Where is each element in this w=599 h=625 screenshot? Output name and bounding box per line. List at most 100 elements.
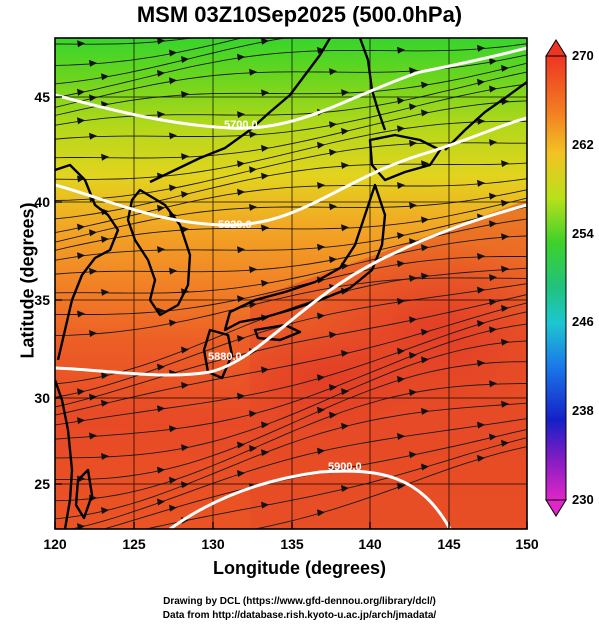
streamline-arrow [89, 132, 97, 140]
streamline-arrow [101, 535, 109, 542]
streamline-arrow [169, 77, 177, 85]
streamline-arrow [249, 166, 257, 174]
streamline-arrow [477, 359, 485, 367]
streamline-arrow [489, 192, 497, 200]
streamline-arrow [237, 188, 245, 196]
streamline-arrow [249, 266, 257, 274]
streamline-arrow [477, 252, 485, 260]
graticule [55, 38, 527, 529]
streamline-arrow [409, 67, 417, 75]
x-tick-label: 130 [201, 536, 225, 552]
streamline-arrow [157, 540, 165, 547]
streamline-arrow [421, 328, 429, 336]
streamline [55, 235, 527, 294]
streamline-arrow [421, 216, 429, 224]
plot-frame [54, 37, 528, 530]
streamline-arrow [261, 366, 269, 374]
streamline-arrow [477, 78, 485, 86]
streamline-arrow [317, 181, 325, 189]
streamline-arrow [157, 38, 165, 45]
streamline-arrow [477, 179, 485, 187]
streamline-arrow [101, 507, 109, 515]
streamline-arrow [489, 274, 497, 282]
y-tick-label: 30 [34, 390, 50, 406]
colorbar-tick-label: 238 [572, 403, 594, 418]
streamline-arrow [237, 26, 245, 33]
streamline-arrow [317, 46, 325, 54]
streamline-arrow [249, 68, 257, 76]
y-tick-label: 25 [34, 476, 50, 492]
streamline-arrow [477, 320, 485, 328]
streamline-arrow [77, 88, 85, 96]
streamline [69, 418, 527, 529]
streamline-arrow [181, 153, 189, 161]
streamline-arrow [89, 94, 97, 102]
streamline-arrow [329, 121, 337, 129]
contour-label: 5900.0 [328, 461, 362, 473]
streamline-arrow [501, 338, 509, 346]
contour-label: 5820.0 [218, 219, 252, 231]
streamline-arrow [341, 422, 349, 430]
streamline-arrow [77, 523, 85, 529]
streamline-arrow [421, 356, 429, 364]
streamline-arrow [501, 400, 509, 408]
streamline-arrow [477, 286, 485, 294]
streamline-arrow [101, 153, 109, 161]
streamline [55, 43, 527, 99]
streamline-arrow [477, 421, 485, 429]
streamline-arrow [249, 410, 257, 418]
streamline-arrow [157, 204, 165, 212]
streamline-arrow [77, 117, 85, 125]
streamline-arrow [101, 372, 109, 380]
streamline-arrow [77, 417, 85, 425]
streamline-arrow [89, 432, 97, 440]
streamline-arrow [261, 279, 269, 287]
contour-label: 5700.0 [224, 119, 258, 131]
streamline-arrow [249, 444, 257, 452]
streamline-arrow [489, 326, 497, 334]
streamline-arrow [501, 160, 509, 168]
contour-label: 5880.0 [208, 351, 242, 363]
x-tick-label: 135 [280, 536, 304, 552]
streamline-arrow [397, 433, 405, 441]
streamline-arrow [261, 449, 269, 457]
x-axis-label: Longitude (degrees) [212, 558, 386, 578]
streamline-arrow [341, 485, 349, 493]
streamline [55, 361, 527, 481]
page-title: MSM 03Z10Sep2025 (500.0hPa) [136, 2, 463, 27]
streamline-arrow [261, 89, 269, 97]
streamline-arrow [317, 509, 325, 517]
streamline-arrow [169, 504, 177, 512]
streamline-arrow [317, 141, 325, 149]
streamline [55, 340, 527, 459]
streamline-arrow [237, 111, 245, 119]
streamline-arrow [169, 184, 177, 192]
streamline-arrow [89, 330, 97, 338]
streamline-arrow [329, 383, 337, 391]
streamline-arrow [157, 69, 165, 77]
streamline-arrow [489, 4, 497, 11]
streamline [55, 277, 527, 337]
streamline-arrow [89, 229, 97, 237]
streamline-arrow [329, 331, 337, 339]
x-tick-label: 120 [43, 536, 67, 552]
streamline-arrow [101, 288, 109, 296]
streamline-arrow [157, 110, 165, 118]
streamline-arrow [397, 125, 405, 133]
contour-labels: 5700.0 5820.0 5880.0 5900.0 [208, 119, 362, 473]
streamline-arrow [421, 25, 429, 32]
streamline-arrow [181, 346, 189, 354]
streamline-arrow [157, 363, 165, 371]
streamline-arrow [157, 498, 165, 506]
streamline-arrow [397, 181, 405, 189]
streamline-arrow [341, 127, 349, 135]
streamline [55, 311, 527, 426]
streamline-arrow [237, 335, 245, 343]
streamline-arrow [421, 109, 429, 117]
streamline-arrow [157, 405, 165, 413]
streamline-arrow [317, 312, 325, 320]
streamline-arrow [261, 224, 269, 232]
streamline-arrow [421, 272, 429, 280]
colorbar-tick-label: 230 [572, 492, 594, 507]
